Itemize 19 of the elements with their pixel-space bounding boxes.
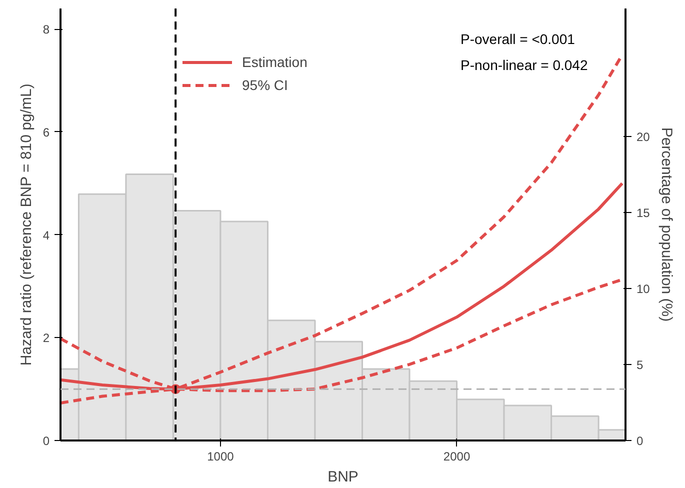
y2-tick-label: 20 xyxy=(636,130,650,144)
y-tick-label: 0 xyxy=(42,434,50,448)
y2-tick-label: 15 xyxy=(636,206,650,220)
x-tick-label: 1000 xyxy=(207,450,234,464)
annotation: P-overall = <0.001 xyxy=(460,31,576,48)
x-axis-title: BNP xyxy=(328,468,358,486)
x-tick-label: 2000 xyxy=(443,450,470,464)
y2-tick-label: 10 xyxy=(636,282,650,296)
y2-tick-label: 5 xyxy=(636,358,644,372)
y2-axis-title: Percentage of population (%) xyxy=(658,127,675,322)
y-tick-label: 6 xyxy=(42,125,50,140)
y-tick-label: 2 xyxy=(42,331,50,346)
y-tick-label: 8 xyxy=(42,22,50,37)
legend-label: Estimation xyxy=(242,54,308,70)
annotation: P-non-linear = 0.042 xyxy=(460,56,588,73)
y2-tick-label: 0 xyxy=(636,434,644,448)
legend-label: 95% CI xyxy=(242,77,288,93)
y-axis-title: Hazard ratio (reference BNP = 810 pg/mL) xyxy=(18,84,35,366)
y-tick-label: 4 xyxy=(42,228,50,242)
